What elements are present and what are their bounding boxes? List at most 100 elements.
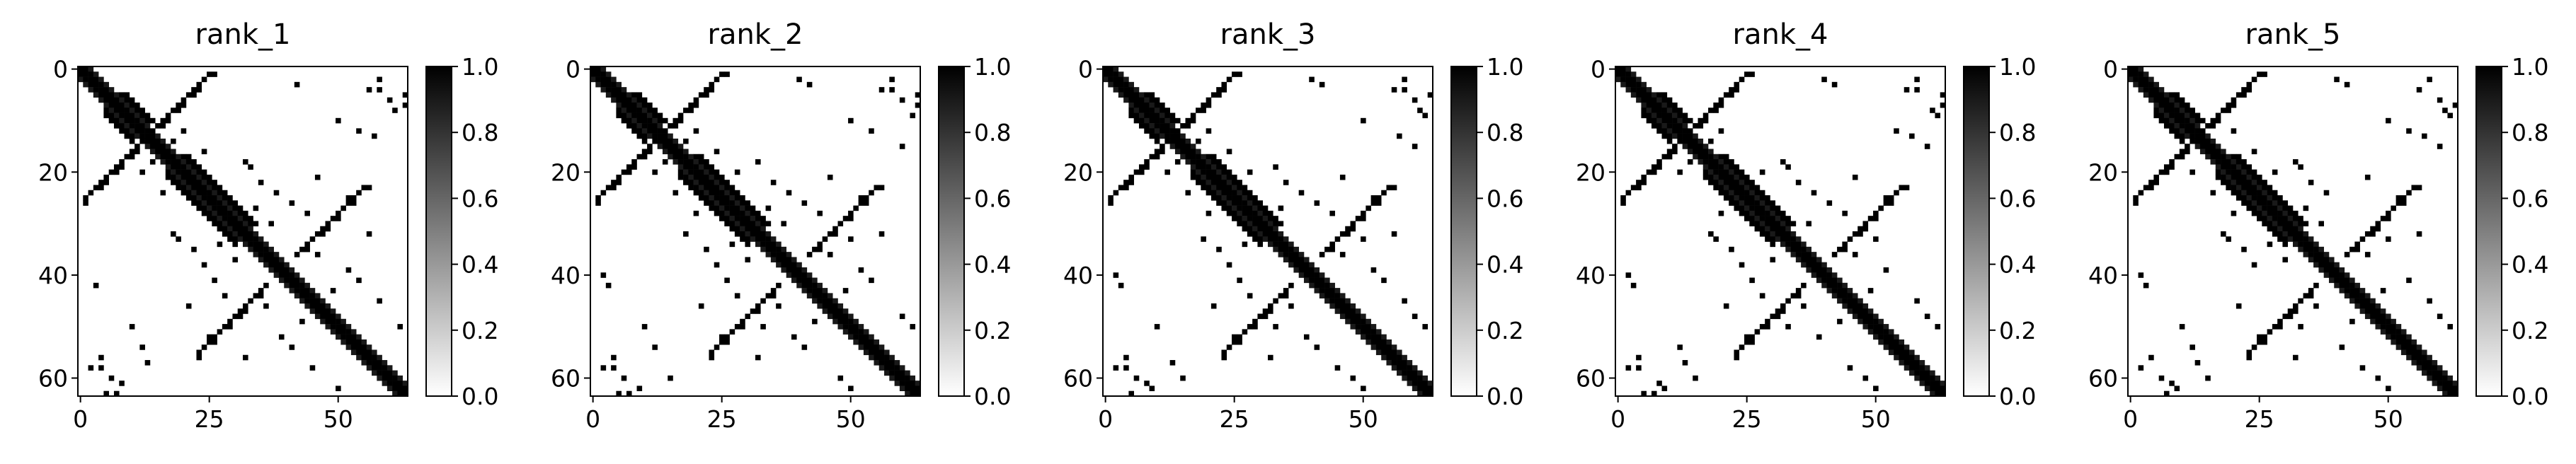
heatmap-cell	[227, 236, 233, 242]
heatmap-cell	[201, 344, 207, 350]
heatmap-cell	[160, 149, 166, 155]
heatmap-cell	[812, 318, 818, 325]
heatmap-cell	[361, 339, 367, 345]
heatmap-cell	[1242, 190, 1248, 196]
heatmap-cell	[1636, 180, 1642, 185]
heatmap-cell	[1133, 92, 1140, 98]
heatmap-cell	[693, 180, 699, 185]
heatmap-cell	[1262, 231, 1269, 237]
heatmap-cell	[119, 92, 125, 98]
heatmap-cell	[1283, 236, 1289, 242]
heatmap-cell	[626, 390, 632, 397]
heatmap-cell	[1842, 298, 1848, 304]
heatmap-cell	[2375, 303, 2381, 309]
heatmap-cell	[1883, 267, 1889, 273]
heatmap-cell	[729, 226, 735, 232]
heatmap-frame	[1615, 66, 1946, 397]
heatmap-cell	[1620, 195, 1626, 201]
heatmap-cell	[1708, 169, 1714, 175]
heatmap-cell	[361, 349, 367, 356]
heatmap-cell	[237, 226, 244, 232]
heatmap-cell	[1252, 236, 1258, 242]
heatmap-cell	[1899, 354, 1905, 361]
heatmap-cell	[1210, 169, 1217, 175]
heatmap-cell	[1201, 236, 1206, 242]
heatmap-cell	[2437, 365, 2443, 371]
heatmap-cell	[621, 92, 627, 98]
heatmap-cell	[185, 195, 192, 201]
heatmap-cell	[698, 190, 704, 196]
heatmap-cell	[1273, 221, 1278, 227]
heatmap-cell	[1940, 102, 1946, 108]
heatmap-cell	[1801, 252, 1807, 257]
heatmap-cell	[1303, 272, 1310, 278]
heatmap-cell	[1216, 169, 1222, 175]
heatmap-cell	[2298, 164, 2303, 170]
heatmap-cell	[314, 293, 321, 298]
heatmap-cell	[1381, 354, 1387, 361]
heatmap-cell	[719, 174, 725, 180]
heatmap-cell	[1821, 76, 1827, 83]
heatmap-cell	[1221, 87, 1227, 93]
heatmap-cell	[232, 241, 239, 248]
heatmap-cell	[1108, 66, 1114, 72]
heatmap-cell	[2246, 180, 2252, 185]
heatmap-cell	[2133, 66, 2139, 72]
heatmap-cell	[191, 195, 197, 201]
heatmap-cell	[693, 169, 699, 175]
y-tick-label: 40	[2088, 262, 2118, 289]
heatmap-cell	[201, 149, 207, 155]
heatmap-cells	[2128, 66, 2458, 397]
heatmap-cell	[2293, 236, 2299, 242]
heatmap-cell	[1909, 349, 1915, 356]
heatmap-cell	[869, 349, 874, 356]
heatmap-cell	[683, 149, 689, 155]
heatmap-cell	[605, 81, 612, 88]
heatmap-cell	[1210, 185, 1217, 191]
heatmap-cell	[869, 190, 874, 196]
colorbar	[2475, 66, 2502, 397]
heatmap-cell	[709, 169, 715, 175]
heatmap-cell	[1370, 339, 1377, 345]
heatmap-cell	[1273, 216, 1278, 221]
heatmap-cell	[770, 241, 777, 248]
heatmap-cell	[683, 108, 689, 113]
heatmap-cell	[1237, 334, 1242, 340]
heatmap-cell	[294, 81, 300, 88]
heatmap-cells	[590, 66, 921, 397]
heatmap-cell	[304, 210, 310, 216]
heatmap-cell	[1651, 92, 1657, 98]
heatmap-cell	[2354, 288, 2360, 294]
heatmap-cell	[765, 293, 772, 298]
heatmap-cell	[2231, 169, 2237, 175]
heatmap-cell	[248, 164, 253, 170]
heatmap-cell	[113, 92, 120, 98]
heatmap-cell	[258, 293, 264, 298]
heatmap-cell	[899, 365, 905, 371]
heatmap-cell	[729, 329, 735, 335]
colorbar-tick-label: 0.6	[974, 185, 1011, 212]
heatmap-cell	[196, 190, 202, 196]
heatmap-cell	[2169, 381, 2175, 386]
heatmap-cell	[284, 267, 290, 273]
heatmap-cell	[1630, 185, 1637, 191]
heatmap-cell	[1862, 324, 1869, 330]
heatmap-cell	[222, 200, 228, 206]
heatmap-cell	[672, 144, 679, 149]
heatmap-cell	[631, 123, 637, 129]
heatmap-cell	[616, 390, 622, 397]
heatmap-cell	[1831, 81, 1838, 88]
heatmap-cell	[1826, 288, 1833, 294]
heatmap-cell	[853, 339, 859, 345]
heatmap-cell	[1314, 282, 1320, 289]
heatmap-cell	[1672, 133, 1678, 139]
heatmap-cell	[1672, 144, 1678, 149]
heatmap-cell	[626, 92, 632, 98]
heatmap-cell	[2391, 318, 2396, 325]
heatmap-cell	[181, 169, 187, 175]
y-tick-label: 20	[1063, 158, 1093, 186]
heatmap-cell	[1759, 216, 1765, 221]
heatmap-cell	[2364, 174, 2371, 180]
heatmap-cell	[1646, 108, 1652, 113]
heatmap-cell	[1303, 257, 1310, 262]
